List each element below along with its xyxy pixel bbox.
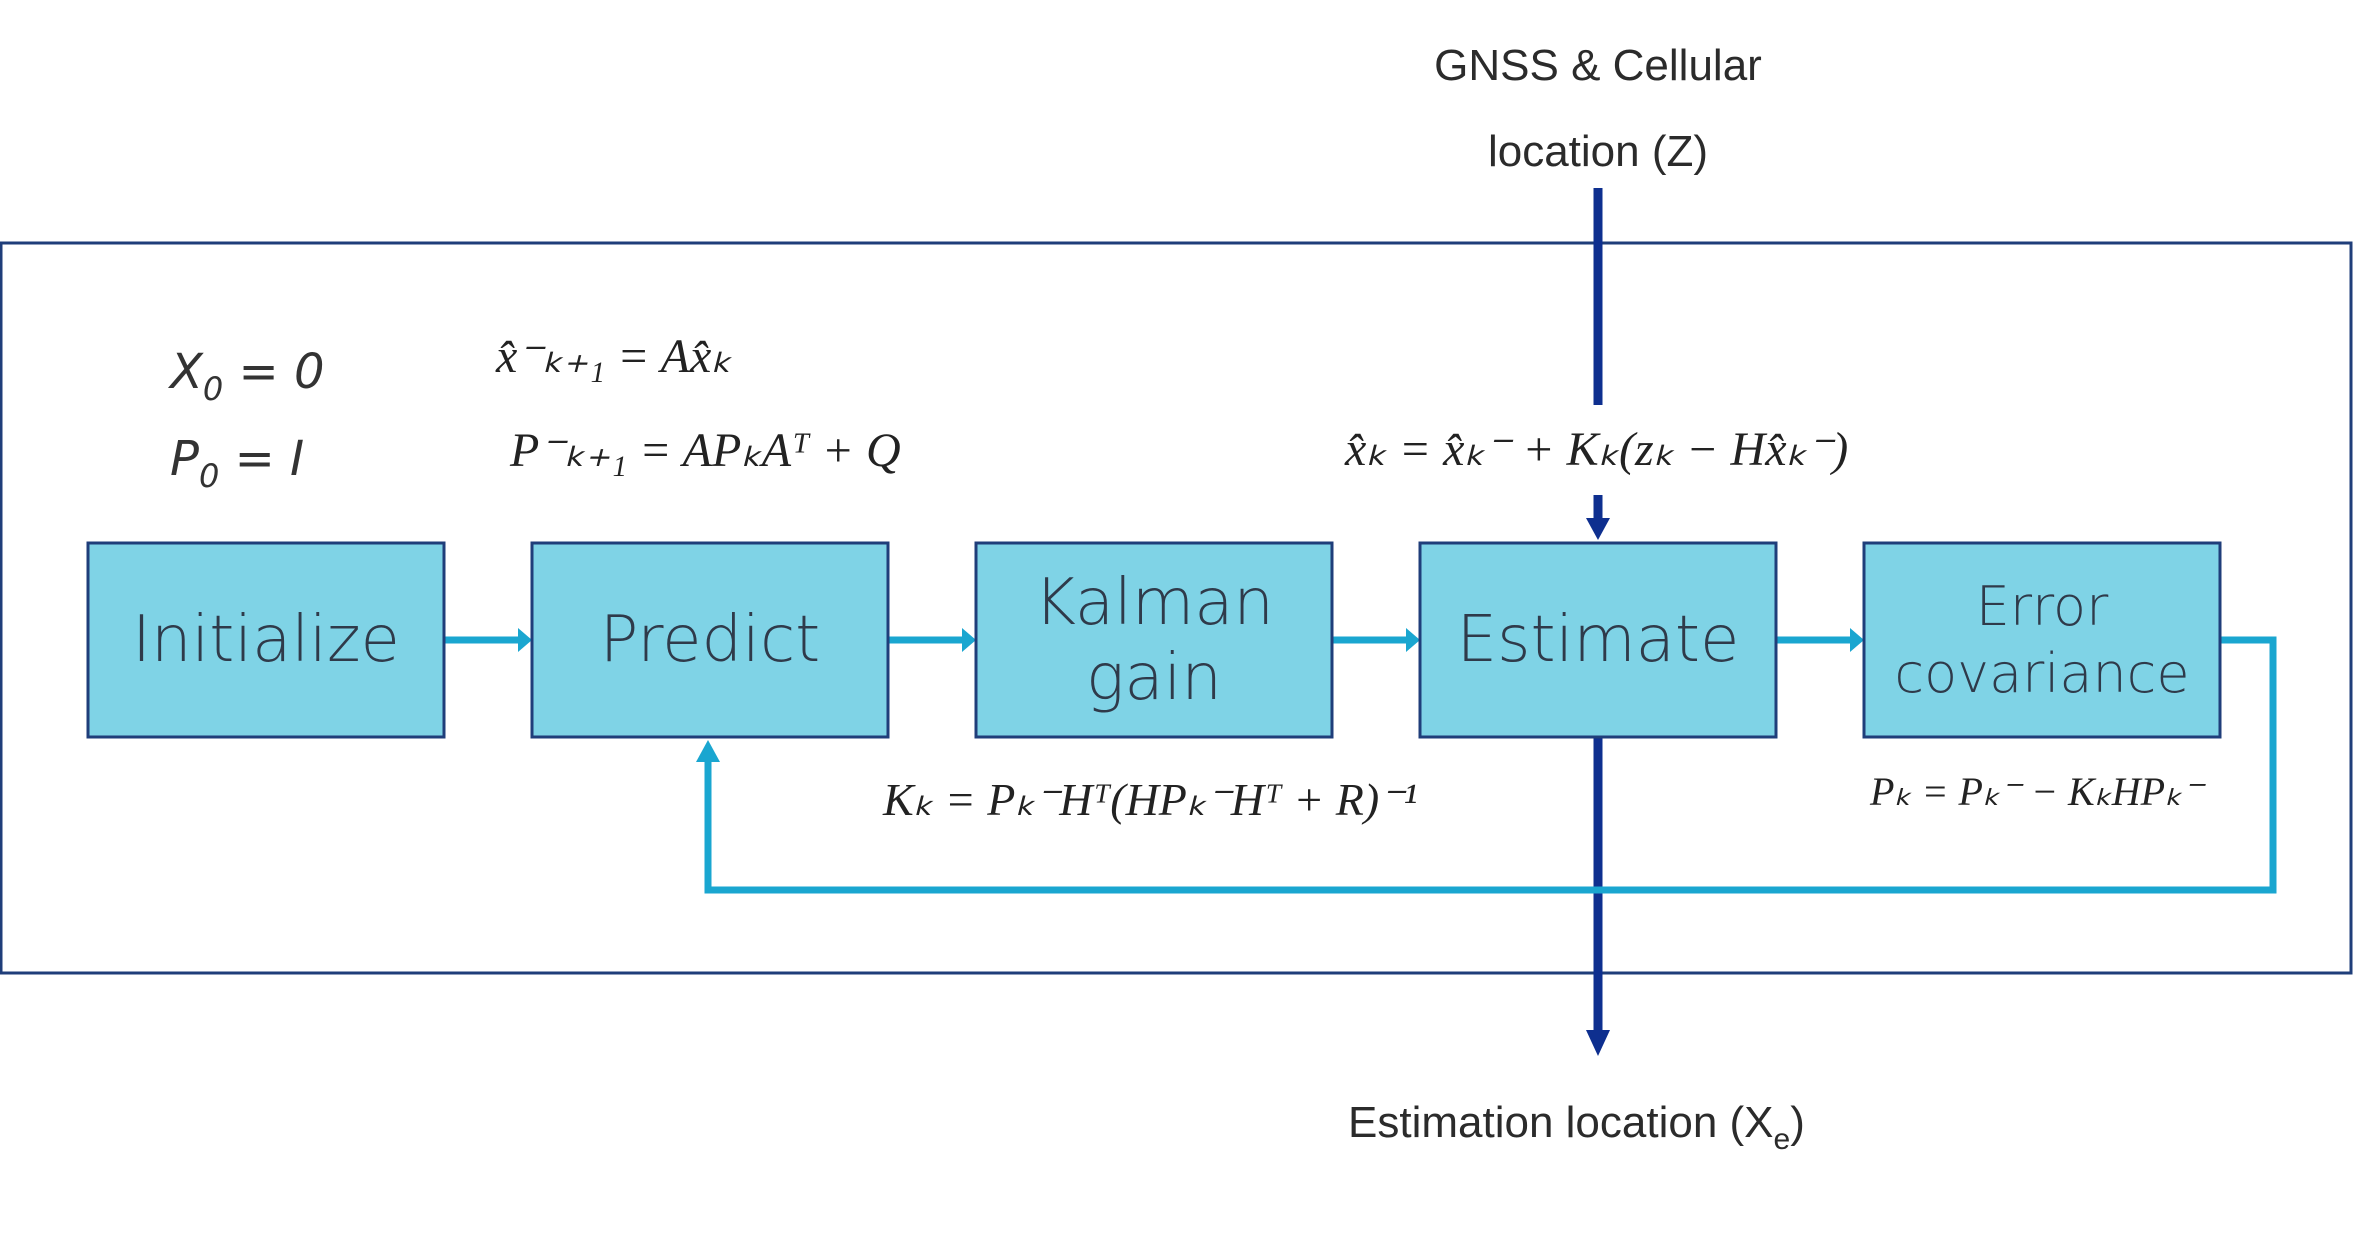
- estimate-label: Estimate: [1457, 603, 1740, 677]
- feedback-loop-arrow: [704, 636, 2277, 894]
- error-covariance-label-line1: Error: [1976, 575, 2109, 638]
- output-arrow-head: [1586, 1030, 1610, 1056]
- init-x0: X0 = 0: [167, 344, 325, 408]
- error-covariance-box: [1862, 541, 2222, 739]
- arrow-head-gain-estimate: [1406, 628, 1420, 652]
- input-label-line1: GNSS & Cellular: [1434, 41, 1762, 90]
- input-label-line2: location (Z): [1488, 127, 1708, 176]
- arrow-head-predict-gain: [962, 628, 976, 652]
- error-covariance-equation: Pₖ = Pₖ⁻ − KₖHPₖ⁻: [1869, 769, 2206, 814]
- kalman-gain-label-line2: gain: [1086, 641, 1222, 715]
- feedback-loop-arrow-head: [696, 740, 720, 762]
- predict-state-equation: x̂⁻ₖ₊₁ = Ax̂ₖ: [495, 330, 732, 383]
- initialize-box: [86, 541, 446, 739]
- kalman-gain-equation: Kₖ = Pₖ⁻Hᵀ(HPₖ⁻Hᵀ + R)⁻¹: [882, 774, 1417, 825]
- input-arrow-head: [1586, 518, 1610, 540]
- error-covariance-label-line2: covariance: [1894, 642, 2189, 705]
- predict-label: Predict: [600, 603, 820, 677]
- kalman-gain-box: [974, 541, 1334, 739]
- estimate-box: [1418, 541, 1778, 739]
- outer-frame: [0, 241, 2353, 975]
- output-label: Estimation location (Xe): [1348, 1098, 1805, 1156]
- arrow-head-estimate-covariance: [1850, 628, 1864, 652]
- kalman-gain-label-line1: Kalman: [1034, 566, 1274, 640]
- predict-box: [530, 541, 890, 739]
- arrow-head-initialize-predict: [518, 628, 532, 652]
- init-p0: P0 = I: [170, 431, 304, 495]
- initialize-label: Initialize: [132, 603, 400, 677]
- estimate-equation: x̂ₖ = x̂ₖ⁻ + Kₖ(zₖ − Hx̂ₖ⁻): [1344, 423, 1848, 476]
- predict-covariance-equation: P⁻ₖ₊₁ = APₖAᵀ + Q: [509, 424, 901, 477]
